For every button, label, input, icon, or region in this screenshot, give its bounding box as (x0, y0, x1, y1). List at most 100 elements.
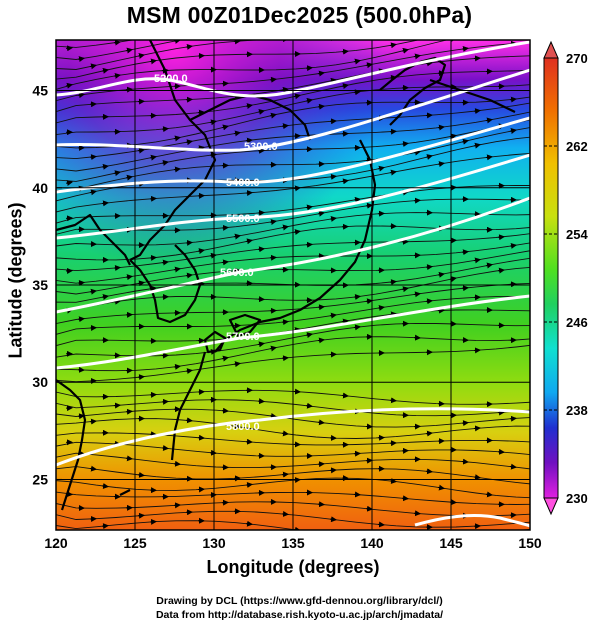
wind-arrow (185, 368, 193, 375)
wind-arrow (125, 455, 133, 462)
wind-arrow (281, 123, 289, 130)
colorbar-tick-label: 254 (566, 227, 588, 242)
wind-arrow (425, 468, 433, 475)
colorbar-tick-label: 230 (566, 491, 588, 506)
wind-arrow (173, 166, 181, 173)
wind-arrow (485, 262, 493, 269)
wind-arrow (425, 60, 433, 67)
x-tick-label: 140 (360, 535, 384, 551)
wind-arrow (305, 65, 313, 72)
wind-arrow (401, 495, 409, 502)
wind-arrow (270, 26, 276, 27)
wind-arrow (101, 67, 109, 74)
wind-arrow (137, 280, 145, 287)
wind-arrow (281, 355, 289, 362)
wind-arrow (210, 25, 216, 26)
wind-arrow (461, 138, 469, 145)
wind-arrow (197, 434, 205, 441)
wind-arrow (389, 311, 397, 318)
streamline (56, 40, 269, 70)
wind-arrow (161, 445, 169, 451)
wind-arrow (353, 324, 361, 331)
contour-label-5700: 5700.0 (226, 331, 260, 343)
wind-arrow (353, 58, 361, 65)
wind-arrow (389, 279, 397, 286)
wind-arrow (89, 418, 97, 425)
colorbar-top-triangle (543, 40, 559, 59)
wind-arrow (257, 341, 265, 348)
colorbar-tick-label: 246 (566, 315, 588, 330)
streamline (56, 102, 530, 160)
wind-arrow (413, 510, 421, 517)
wind-arrow (317, 501, 325, 508)
wind-arrow (209, 119, 217, 126)
wind-arrow (269, 76, 277, 83)
colorbar-tick-label: 262 (566, 139, 588, 154)
wind-arrow (425, 298, 433, 305)
wind-arrow (293, 93, 301, 100)
wind-arrow (233, 233, 241, 240)
wind-arrow (461, 420, 469, 427)
streamline (56, 198, 530, 235)
wind-arrow (498, 29, 504, 30)
lat-lon-grid (56, 40, 530, 530)
wind-arrow (113, 40, 121, 46)
wind-arrow (486, 23, 492, 24)
wind-arrow (77, 316, 85, 323)
wind-arrow (185, 239, 193, 246)
wind-arrow (305, 204, 313, 211)
wind-arrow (281, 471, 289, 478)
wind-arrow (101, 523, 109, 530)
wind-arrow (462, 12, 468, 13)
wind-arrow (341, 318, 349, 325)
wind-arrow (377, 521, 385, 528)
wind-arrow (161, 126, 169, 133)
wind-arrow (329, 312, 337, 319)
wind-arrow (461, 285, 469, 292)
wind-arrow (77, 56, 85, 63)
wind-arrow (401, 47, 409, 54)
streamline (56, 212, 530, 247)
wind-arrow (257, 209, 265, 216)
x-tick-label: 150 (518, 535, 542, 551)
data-credit: Data from http://database.rish.kyoto-u.a… (155, 609, 444, 621)
wind-arrow (437, 161, 445, 168)
wind-arrow (221, 124, 229, 131)
wind-arrow (425, 154, 433, 160)
wind-arrow (365, 202, 373, 209)
wind-arrow (185, 272, 193, 279)
wind-arrow (438, 34, 444, 35)
wind-arrow (509, 463, 517, 470)
streamline (56, 452, 530, 470)
wind-arrow (293, 229, 301, 236)
wind-arrow (113, 72, 121, 79)
wind-arrow (149, 154, 157, 161)
wind-arrow (173, 266, 181, 273)
wind-arrow (89, 288, 97, 295)
wind-arrow (173, 135, 181, 142)
wind-arrow (437, 124, 445, 131)
wind-arrow (197, 109, 205, 116)
wind-arrow (426, 28, 432, 29)
wind-arrow (437, 484, 445, 491)
wind-arrow (137, 147, 145, 154)
wind-arrow (317, 210, 325, 217)
wind-arrow (329, 215, 337, 222)
wind-arrow (77, 92, 85, 99)
wind-arrow (113, 265, 121, 271)
streamline (56, 336, 530, 372)
streamline (56, 242, 530, 284)
colorbar-bottom-triangle (543, 497, 559, 516)
streamline (56, 408, 530, 428)
wind-arrow (101, 163, 109, 170)
wind-arrow (125, 274, 133, 281)
wind-arrow (473, 474, 481, 481)
wind-arrow (281, 224, 289, 231)
y-tick-label: 40 (32, 180, 48, 196)
wind-arrow (474, 19, 480, 20)
wind-arrow (149, 195, 157, 202)
wind-arrow (245, 238, 253, 245)
streamline (56, 418, 530, 439)
wind-arrow (173, 363, 181, 370)
wind-arrow (221, 407, 229, 414)
